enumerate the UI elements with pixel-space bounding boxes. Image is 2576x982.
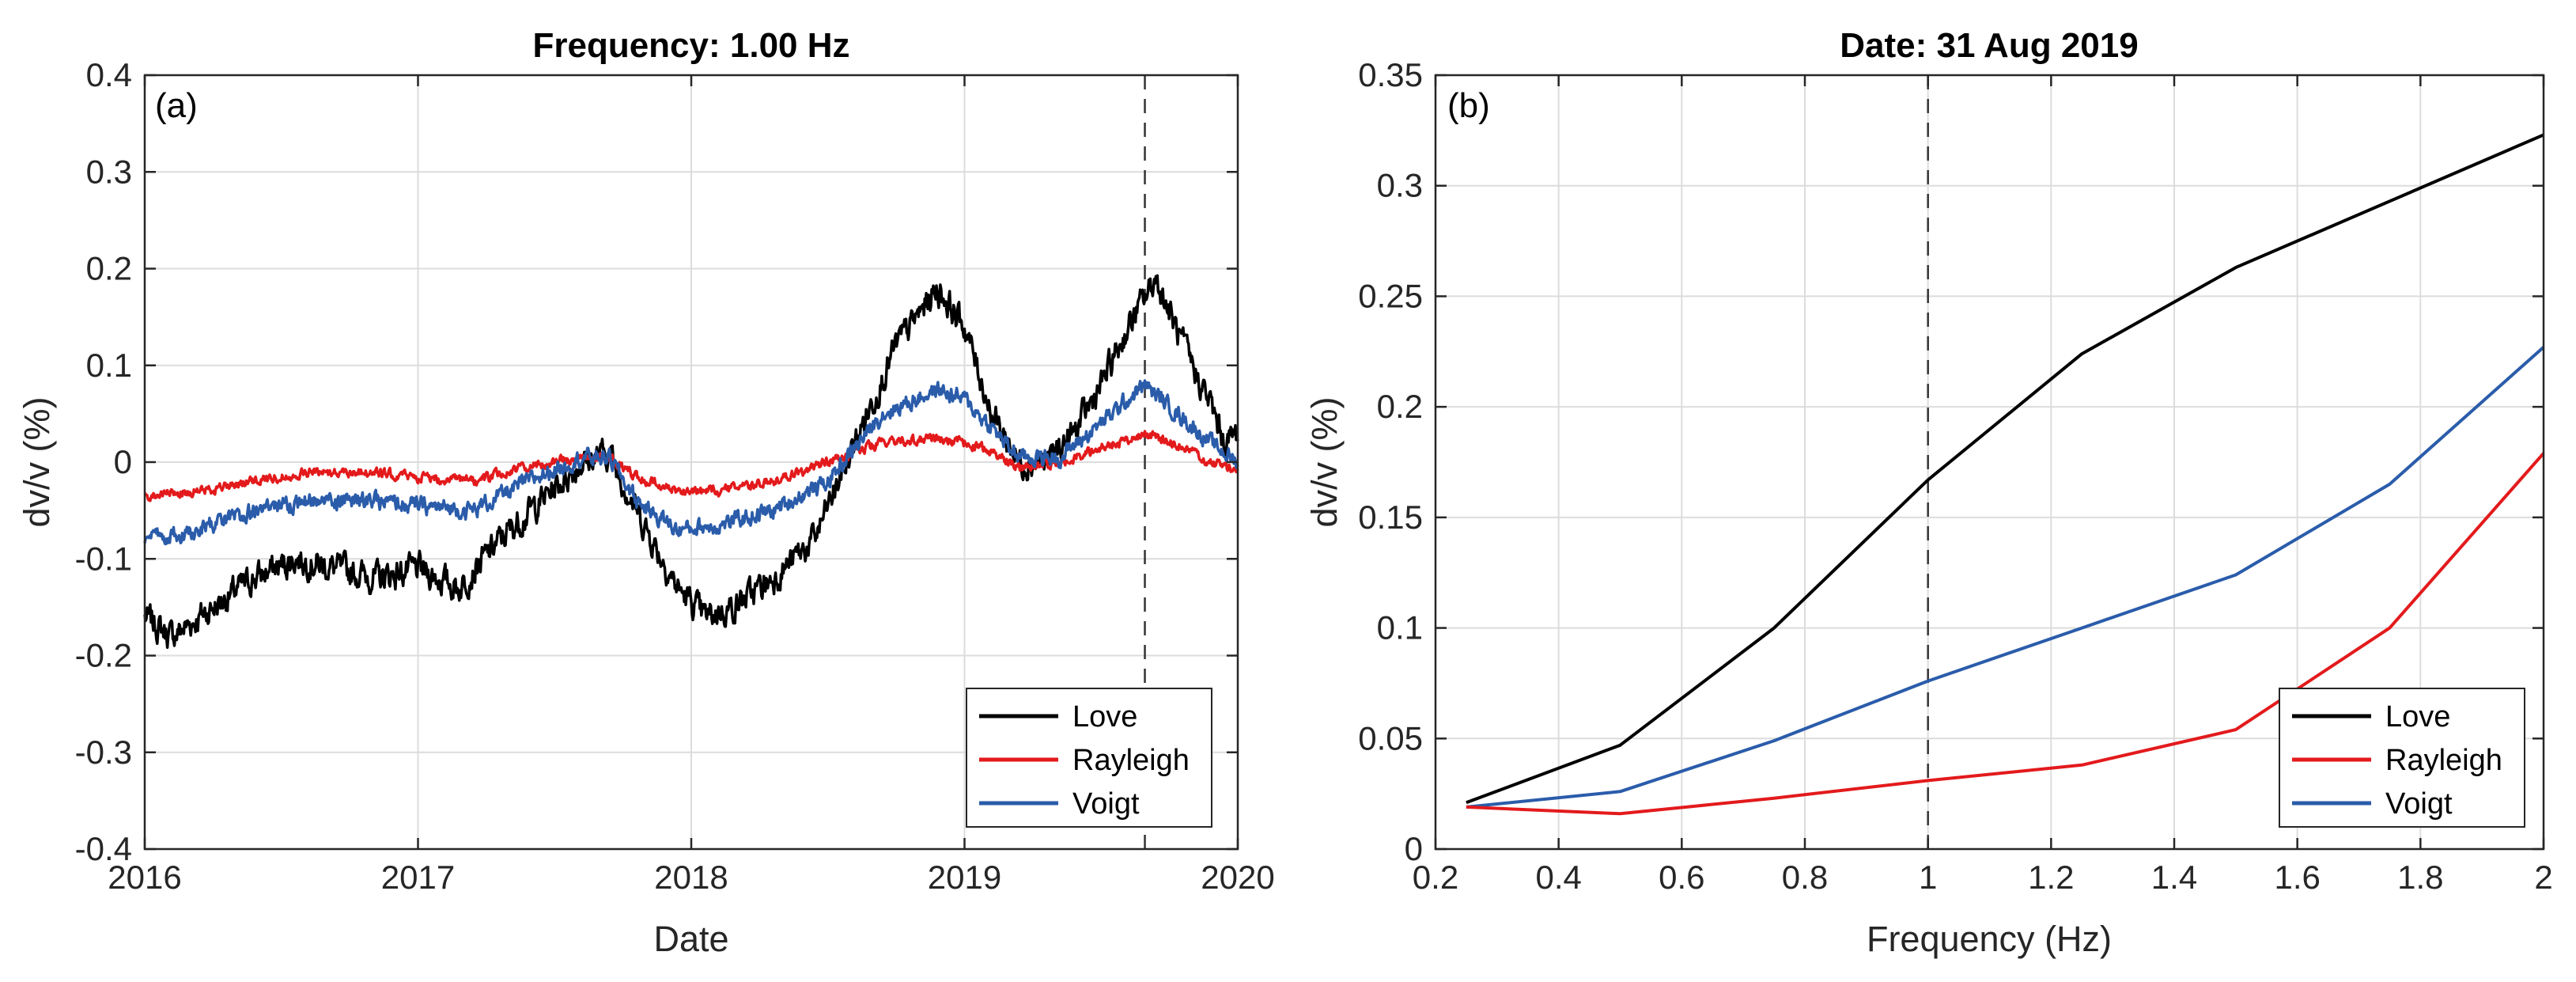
chart-b-xtick-label-1.4: 1.4 [2151, 859, 2197, 896]
chart-a-series-rayleigh [143, 430, 1239, 502]
chart-b-ytick-label-0.05: 0.05 [1358, 719, 1423, 756]
chart-a-ytick-label-0.4: 0.4 [86, 56, 132, 93]
chart-a-ytick-label-0: 0 [114, 443, 132, 480]
chart-b-ytick-label-0.25: 0.25 [1358, 277, 1423, 314]
chart-a-xlabel: Date [653, 919, 728, 959]
chart-b-ytick-label-0.35: 0.35 [1358, 56, 1423, 93]
chart-a-ytick-label--0.4: -0.4 [75, 830, 132, 867]
chart-b-xtick-label-0.4: 0.4 [1535, 859, 1581, 896]
legend-a-voigt-label: Voigt [1072, 787, 1140, 821]
chart-a-xtick-label-2016: 2016 [108, 859, 181, 896]
chart-b-title: Date: 31 Aug 2019 [1840, 26, 2138, 65]
legend-b-rayleigh-label: Rayleigh [2385, 744, 2502, 777]
chart-a-series-voigt [143, 379, 1239, 546]
chart-b: 0.2 0.4 0.6 0.8 1 1.2 1.4 1.6 1.8 2 00.050.10.150… [1304, 26, 2553, 959]
chart-a-xtick-label-2018: 2018 [654, 859, 728, 896]
chart-b-xtick-label-0.8: 0.8 [1782, 859, 1828, 896]
chart-a-x-ticks: 2016 2017 2018 2019 2020 [108, 75, 1275, 896]
chart-b-series [1466, 133, 2545, 816]
chart-a-series [143, 274, 1239, 649]
chart-a-ytick-label--0.1: -0.1 [75, 540, 132, 577]
chart-a-ylabel: dv/v (%) [17, 396, 57, 527]
chart-b-xtick-label-0.2: 0.2 [1413, 859, 1458, 896]
chart-b-y-ticks: 0 0.05 0.1 0.15 0.2 0.25 0.3 0.35 [1358, 56, 2544, 867]
chart-b-x-ticks: 0.2 0.4 0.6 0.8 1 1.2 1.4 1.6 1.8 2 [1413, 75, 2553, 896]
chart-b-axes-box [1434, 74, 2545, 851]
chart-b-xtick-label-1.6: 1.6 [2274, 859, 2320, 896]
chart-b-legend: Love Rayleigh Voigt [2279, 688, 2525, 828]
legend-a-love-label: Love [1072, 700, 1137, 734]
chart-a-ytick-label-0.3: 0.3 [86, 153, 132, 190]
chart-a-title: Frequency: 1.00 Hz [532, 26, 849, 65]
chart-b-ytick-label-0.3: 0.3 [1377, 167, 1423, 204]
chart-a-ytick-label--0.3: -0.3 [75, 734, 132, 771]
chart-a-panel-label: (a) [155, 86, 198, 125]
chart-a-xtick-label-2020: 2020 [1201, 859, 1274, 896]
chart-a-ytick-label-0.1: 0.1 [86, 347, 132, 384]
chart-b-series-love [1466, 133, 2544, 805]
chart-b-xtick-label-1.8: 1.8 [2397, 859, 2443, 896]
chart-b-xtick-label-0.6: 0.6 [1659, 859, 1704, 896]
chart-b-xlabel: Frequency (Hz) [1867, 919, 2112, 959]
chart-b-panel-label: (b) [1447, 86, 1490, 125]
chart-a-series-love [143, 274, 1239, 649]
chart-a-legend: Love Rayleigh Voigt [966, 688, 1212, 828]
chart-b-xtick-label-1: 1 [1919, 859, 1937, 896]
chart-b-ytick-label-0.15: 0.15 [1358, 499, 1423, 536]
legend-b-love-label: Love [2385, 700, 2450, 734]
chart-a-xtick-label-2017: 2017 [381, 859, 455, 896]
legend-b-voigt-label: Voigt [2385, 787, 2453, 821]
chart-a-ytick-label--0.2: -0.2 [75, 637, 132, 674]
chart-b-series-rayleigh [1466, 452, 2545, 816]
chart-b-ytick-label-0.2: 0.2 [1377, 388, 1423, 425]
chart-b-series-voigt [1466, 346, 2545, 809]
chart-a-y-ticks: -0.4 -0.3 -0.2 -0.1 0 0.1 0.2 0.3 0.4 [75, 56, 1238, 867]
chart-a-xtick-label-2019: 2019 [928, 859, 1001, 896]
chart-a-ytick-label-0.2: 0.2 [86, 250, 132, 287]
chart-b-xtick-label-2: 2 [2534, 859, 2552, 896]
chart-b-ylabel: dv/v (%) [1304, 396, 1345, 527]
chart-b-ytick-label-0: 0 [1405, 830, 1423, 867]
chart-a: 2016 2017 2018 2019 2020 -0.4 -0.3 -0.2 -0.1 0 0.… [17, 26, 1275, 959]
legend-a-rayleigh-label: Rayleigh [1072, 744, 1190, 777]
chart-b-ytick-label-0.1: 0.1 [1377, 609, 1423, 646]
chart-b-xtick-label-1.2: 1.2 [2028, 859, 2074, 896]
